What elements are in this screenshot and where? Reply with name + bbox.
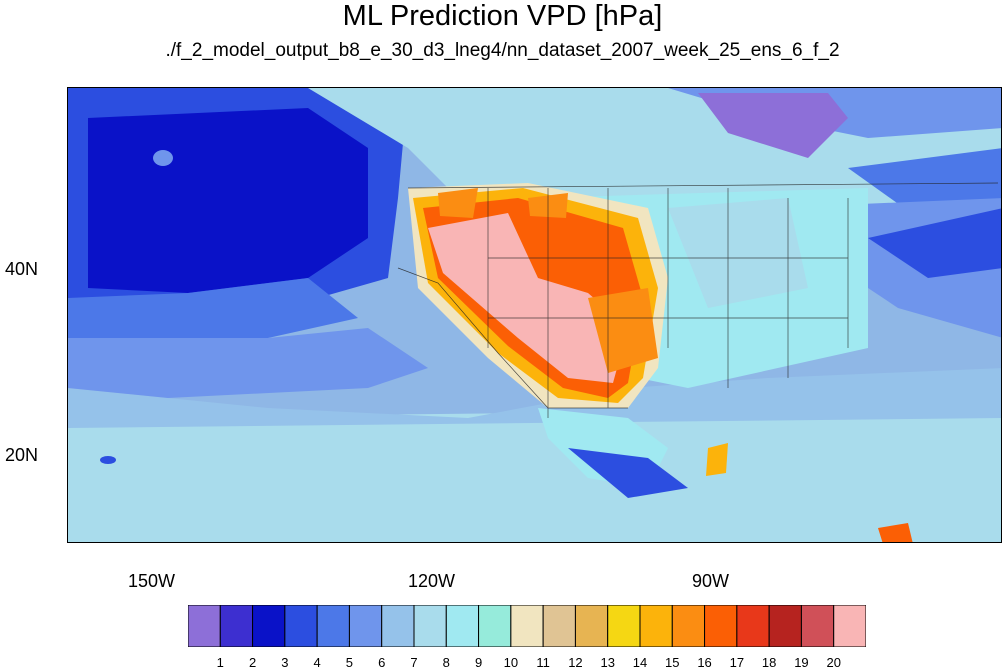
colorbar-swatch	[188, 605, 221, 647]
colorbar-swatch	[510, 605, 544, 647]
colorbar-tick-label: 14	[632, 655, 648, 670]
colorbar-tick-label: 2	[248, 655, 257, 670]
colorbar-swatch	[284, 605, 318, 647]
colorbar	[188, 605, 866, 647]
map-title: ML Prediction VPD [hPa]	[342, 0, 663, 32]
colorbar-tick-label: 7	[410, 655, 418, 670]
colorbar-swatch	[219, 605, 254, 647]
colorbar-swatch	[768, 605, 802, 647]
colorbar-swatch	[478, 605, 512, 647]
lon-label-120w: 120W	[408, 571, 456, 591]
colorbar-swatch	[607, 605, 641, 647]
colorbar-swatch	[252, 605, 286, 647]
colorbar-tick-label: 1	[216, 655, 224, 670]
colorbar-tick-label: 16	[697, 655, 712, 670]
colorbar-tick-label: 3	[281, 655, 289, 670]
colorbar-tick-label: 13	[600, 655, 615, 670]
colorbar-tick-label: 5	[345, 655, 354, 670]
colorbar-swatch	[381, 605, 415, 647]
colorbar-tick-label: 6	[378, 655, 386, 670]
colorbar-tick-label: 11	[536, 655, 550, 670]
colorbar-swatch	[413, 605, 447, 647]
colorbar-tick-label: 12	[568, 655, 583, 670]
lon-label-150w: 150W	[128, 571, 176, 591]
colorbar-tick-label: 17	[729, 655, 745, 670]
colorbar-swatch	[736, 605, 770, 647]
colorbar-tick-label: 20	[826, 655, 841, 670]
colorbar-tick-label: 15	[665, 655, 680, 670]
colorbar-tick-label: 4	[313, 655, 321, 670]
map-subtitle: ./f_2_model_output_b8_e_30_d3_lneg4/nn_d…	[165, 40, 840, 61]
lat-label-20n: 20N	[5, 445, 39, 465]
lon-label-90w: 90W	[692, 571, 730, 591]
colorbar-swatch	[445, 605, 480, 647]
colorbar-swatch	[542, 605, 576, 647]
colorbar-tick-label: 9	[474, 655, 483, 670]
vpd-field	[68, 88, 1001, 542]
lat-label-40n: 40N	[5, 259, 39, 279]
colorbar-swatch	[639, 605, 673, 647]
colorbar-tick-label: 10	[503, 655, 519, 670]
colorbar-swatch	[704, 605, 738, 647]
colorbar-swatch	[800, 605, 835, 647]
colorbar-swatch	[348, 605, 383, 647]
colorbar-tick-label: 19	[794, 655, 809, 670]
colorbar-swatch	[671, 605, 706, 647]
colorbar-swatch	[833, 605, 866, 647]
colorbar-tick-label: 8	[442, 655, 450, 670]
map-plot-area	[67, 87, 1002, 543]
colorbar-tick-label: 18	[761, 655, 777, 670]
colorbar-swatch	[574, 605, 609, 647]
colorbar-swatch	[316, 605, 350, 647]
